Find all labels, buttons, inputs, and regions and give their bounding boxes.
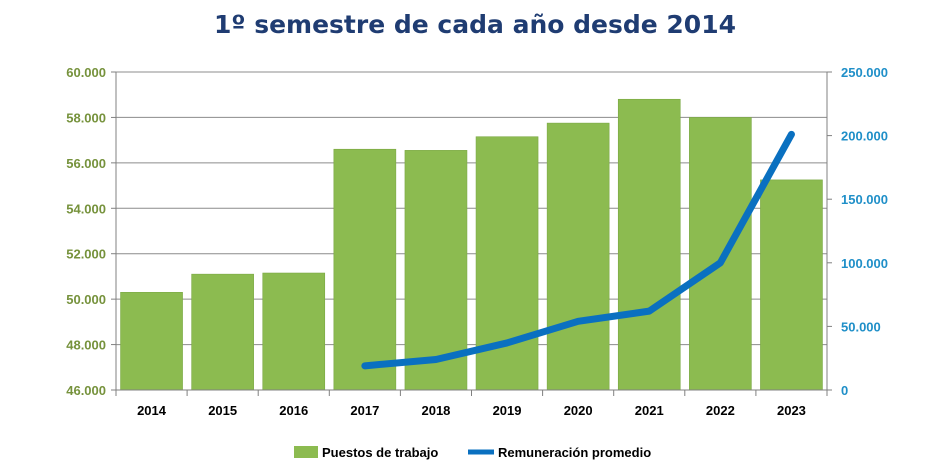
axis-labels: 46.000 48.000 50.000 52.000 54.000 56.000 58.0… [66,65,888,418]
right-axis-tick-label: 0 [841,383,848,398]
x-axis-tick-label: 2015 [208,403,237,418]
legend-swatch-bar [294,446,318,458]
bar [191,273,254,391]
bar [760,179,823,391]
bar [689,117,752,391]
bar [262,272,326,391]
x-axis-tick-label: 2022 [706,403,735,418]
x-axis-tick-label: 2018 [421,403,450,418]
bar [120,292,183,391]
right-axis-tick-label: 50.000 [841,319,881,334]
x-axis-tick-label: 2020 [564,403,593,418]
right-axis-tick-label: 200.000 [841,129,888,144]
line-series-remuneracion [361,130,795,370]
left-axis-tick-label: 54.000 [66,201,106,216]
left-axis-tick-label: 60.000 [66,65,106,80]
bar-series-puestos [120,98,823,391]
chart-title: 1º semestre de cada año desde 2014 [214,10,736,39]
x-axis-tick-label: 2014 [137,403,167,418]
x-axis-tick-label: 2023 [777,403,806,418]
x-axis-tick-label: 2021 [635,403,664,418]
legend-label-bar: Puestos de trabajo [322,445,438,460]
bar [333,148,397,391]
right-axis-tick-label: 100.000 [841,256,888,271]
right-axis-tick-label: 150.000 [841,192,888,207]
x-axis-tick-label: 2016 [279,403,308,418]
legend-label-line: Remuneración promedio [498,445,651,460]
right-axis-tick-label: 250.000 [841,65,888,80]
axes [111,71,832,396]
legend: Puestos de trabajo Remuneración promedio [294,445,651,460]
x-axis-tick-label: 2019 [493,403,522,418]
bar [617,98,681,391]
bar [546,122,610,391]
bar [404,150,468,391]
bar [475,136,539,391]
left-axis-tick-label: 46.000 [66,383,106,398]
left-axis-tick-label: 48.000 [66,338,106,353]
left-axis-tick-label: 58.000 [66,110,106,125]
left-axis-tick-label: 52.000 [66,247,106,262]
x-axis-tick-label: 2017 [350,403,379,418]
left-axis-tick-label: 50.000 [66,292,106,307]
left-axis-tick-label: 56.000 [66,156,106,171]
